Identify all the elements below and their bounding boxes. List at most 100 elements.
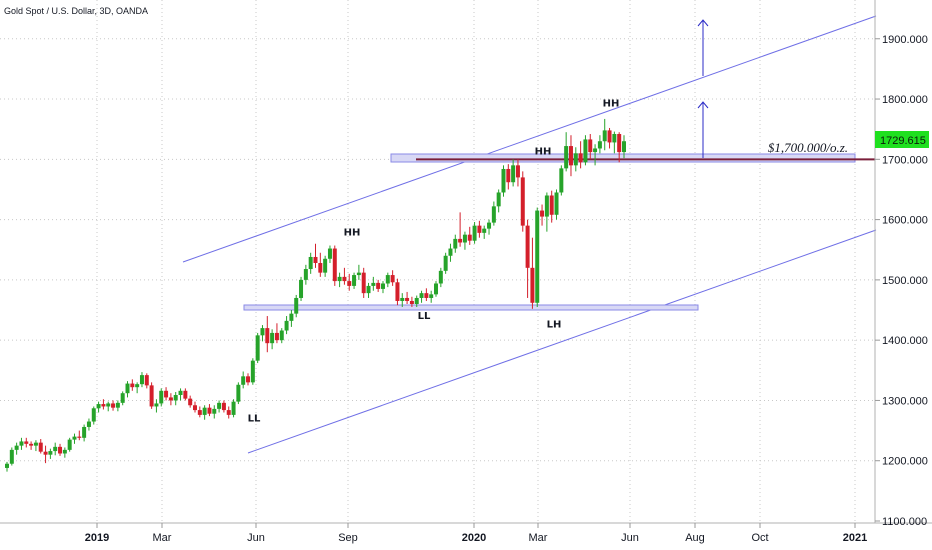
candle-body <box>487 222 492 229</box>
candle-body <box>173 395 178 401</box>
candle-body <box>139 375 144 385</box>
candle-body <box>284 320 289 331</box>
candle-body <box>294 297 299 314</box>
candle-body <box>5 463 9 468</box>
candle-body <box>33 442 38 446</box>
candle-body <box>154 403 159 407</box>
resistance-zone <box>390 153 856 163</box>
candle-body <box>583 139 588 163</box>
candle-body <box>438 270 443 284</box>
candle-body <box>540 210 545 217</box>
drawings <box>182 15 877 454</box>
candle-body <box>390 275 395 283</box>
candle-body <box>385 275 390 284</box>
candle-body <box>67 439 72 450</box>
candle-body <box>564 146 569 169</box>
candle-body <box>472 225 477 241</box>
last-price-badge: 1729.615 <box>875 131 929 148</box>
candle-body <box>202 407 207 415</box>
candle-body <box>246 376 251 383</box>
candle-body <box>192 405 197 411</box>
candle-body <box>149 385 154 407</box>
target-arrow-head <box>697 101 709 109</box>
candle-body <box>400 297 405 301</box>
candle-body <box>419 293 424 298</box>
candle-body <box>515 165 520 178</box>
candle-body <box>506 168 511 183</box>
candle-body <box>414 297 419 304</box>
candle-body <box>380 283 385 289</box>
candle-body <box>568 146 573 166</box>
candle-body <box>462 234 467 243</box>
y-tick-label: 1300.000 <box>882 395 928 407</box>
x-tick-label: 2021 <box>843 532 867 544</box>
candle-body <box>212 408 217 414</box>
candle-body <box>48 451 53 455</box>
x-axis-ticks: 2019 Mar Jun Sep 2020 Mar Jun Aug Oct 2021 <box>85 523 867 544</box>
candle-body <box>573 153 578 166</box>
price-level-label: $1,700.000/o.z. <box>768 140 848 155</box>
x-tick-label: Mar <box>153 532 172 544</box>
candle-body <box>144 375 149 386</box>
candle-body <box>178 390 183 396</box>
y-tick-label: 1200.000 <box>882 456 928 468</box>
candle-body <box>188 398 193 406</box>
candle-body <box>19 441 24 446</box>
candle-body <box>588 139 593 153</box>
candle-body <box>250 360 255 383</box>
candle-body <box>525 225 530 268</box>
candle-body <box>491 206 496 223</box>
candle-body <box>86 421 91 427</box>
candle-body <box>241 376 246 385</box>
x-tick-label: Jun <box>621 532 639 544</box>
x-tick-label: 2020 <box>462 532 486 544</box>
candle-body <box>607 130 612 143</box>
candle-body <box>77 436 82 438</box>
x-tick-label: Mar <box>529 532 548 544</box>
candle-body <box>91 408 96 422</box>
candle-body <box>612 134 617 143</box>
candle-body <box>24 441 29 444</box>
y-tick-label: 1900.000 <box>882 34 928 46</box>
candle-body <box>467 234 472 241</box>
candle-body <box>559 168 564 193</box>
y-axis-ticks: 1100.000 1200.000 1300.000 1400.000 1500.000… <box>875 34 928 528</box>
candle-body <box>376 282 381 289</box>
candle-body <box>236 384 241 402</box>
candle-body <box>409 300 414 304</box>
candle-body <box>458 238 463 243</box>
candle-body <box>217 402 222 409</box>
annotation-hh: HH <box>535 146 552 157</box>
x-tick-label: Aug <box>685 532 705 544</box>
candle-body <box>29 443 34 446</box>
candle-body <box>496 192 501 207</box>
annotation-lh: LH <box>547 320 562 331</box>
candle-body <box>477 225 482 233</box>
annotation-hh: HH <box>344 227 361 238</box>
candle-body <box>448 248 453 256</box>
candle-body <box>221 402 226 411</box>
x-tick-label: Sep <box>338 532 358 544</box>
candle-body <box>299 279 304 298</box>
candle-body <box>226 410 231 415</box>
candle-body <box>352 275 357 286</box>
candle-body <box>207 407 212 414</box>
candle-body <box>549 195 554 215</box>
candle-body <box>578 153 583 163</box>
candle-body <box>535 210 540 303</box>
support-zone <box>243 304 699 311</box>
candle-body <box>130 383 135 388</box>
candle-body <box>366 285 371 294</box>
y-tick-label: 1500.000 <box>882 275 928 287</box>
x-tick-label: Jun <box>247 532 265 544</box>
last-price-badge-bg <box>875 131 929 148</box>
candle-body <box>72 436 77 440</box>
candle-body <box>323 258 328 273</box>
last-price-text: 1729.615 <box>880 135 926 147</box>
candle-body <box>183 390 188 399</box>
y-tick-label: 1100.000 <box>882 516 927 528</box>
candle-body <box>371 282 376 286</box>
target-arrow-head <box>697 19 709 27</box>
